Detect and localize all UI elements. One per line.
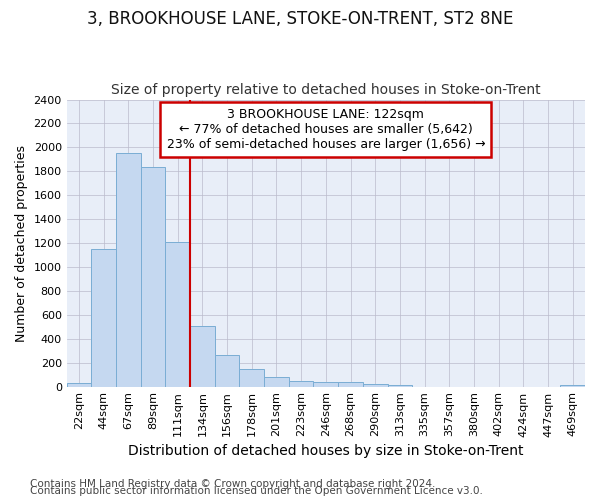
Bar (67, 383, 91, 386)
Bar (313, 382, 338, 386)
Bar (363, 384, 388, 386)
Bar (215, 355, 239, 386)
Text: 3, BROOKHOUSE LANE, STOKE-ON-TRENT, ST2 8NE: 3, BROOKHOUSE LANE, STOKE-ON-TRENT, ST2 … (87, 10, 513, 28)
Text: 3 BROOKHOUSE LANE: 122sqm
← 77% of detached houses are smaller (5,642)
23% of se: 3 BROOKHOUSE LANE: 122sqm ← 77% of detac… (167, 108, 485, 151)
Bar (560, 385, 585, 386)
Text: Contains public sector information licensed under the Open Government Licence v3: Contains public sector information licen… (30, 486, 483, 496)
Text: Contains HM Land Registry data © Crown copyright and database right 2024.: Contains HM Land Registry data © Crown c… (30, 479, 436, 489)
Bar (289, 381, 313, 386)
Title: Size of property relative to detached houses in Stoke-on-Trent: Size of property relative to detached ho… (111, 83, 541, 97)
Bar (116, 154, 141, 386)
Bar (388, 385, 412, 386)
Bar (141, 166, 166, 386)
Bar (190, 326, 215, 386)
Bar (239, 368, 264, 386)
Bar (264, 377, 289, 386)
X-axis label: Distribution of detached houses by size in Stoke-on-Trent: Distribution of detached houses by size … (128, 444, 524, 458)
Bar (166, 242, 190, 386)
Bar (338, 382, 363, 386)
Bar (91, 249, 116, 386)
Y-axis label: Number of detached properties: Number of detached properties (15, 144, 28, 342)
